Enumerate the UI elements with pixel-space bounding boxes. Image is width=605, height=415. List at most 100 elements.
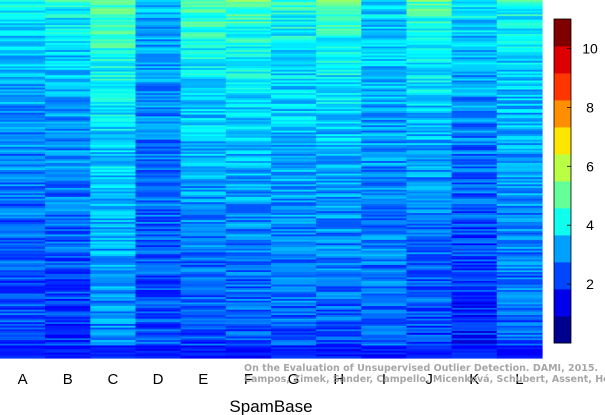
heatmap-cell: [180, 331, 227, 334]
heatmap-cell: [271, 48, 317, 51]
heatmap-cell: [0, 103, 46, 107]
x-tick-label: E: [198, 371, 208, 388]
heatmap-cell: [361, 48, 408, 51]
heatmap-cell: [361, 41, 408, 44]
heatmap-cell: [316, 186, 362, 189]
heatmap-cell: [90, 247, 137, 250]
heatmap-cell: [225, 257, 272, 261]
heatmap-cell: [0, 252, 46, 255]
heatmap-cell: [225, 23, 272, 26]
heatmap-cell: [45, 211, 91, 214]
heatmap-cell: [406, 69, 453, 73]
heatmap-cell: [406, 78, 453, 82]
heatmap-cell: [451, 164, 498, 168]
heatmap-cell: [180, 252, 227, 255]
heatmap-cell: [406, 291, 453, 295]
heatmap-cell: [316, 334, 362, 338]
heatmap-cell: [271, 139, 317, 143]
heatmap-cell: [406, 187, 453, 191]
x-axis-label: SpamBase: [229, 397, 312, 415]
heatmap-cell: [180, 159, 227, 162]
heatmap-cell: [361, 62, 408, 66]
heatmap-cell: [496, 23, 543, 26]
colorbar-level: [554, 289, 571, 317]
heatmap-cell: [225, 114, 272, 117]
heatmap-cell: [0, 35, 46, 39]
heatmap-cell: [225, 221, 272, 225]
heatmap-cell: [45, 7, 91, 10]
heatmap-cell: [90, 307, 137, 311]
colorbar-level: [554, 127, 571, 155]
heatmap-cell: [271, 130, 317, 134]
heatmap-cell: [135, 69, 182, 73]
heatmap-cell: [0, 175, 46, 178]
heatmap-cell: [0, 245, 46, 248]
heatmap-cell: [180, 127, 227, 130]
heatmap-cell: [225, 98, 272, 101]
heatmap-cell: [45, 347, 91, 350]
heatmap-cell: [45, 295, 91, 298]
heatmap-cell: [225, 295, 272, 298]
heatmap-cell: [451, 119, 498, 123]
heatmap-cell: [135, 161, 182, 164]
heatmap-cell: [361, 316, 408, 320]
heatmap-cell: [45, 254, 91, 257]
heatmap-cell: [0, 238, 46, 241]
heatmap-cell: [316, 279, 362, 282]
heatmap-cell: [225, 75, 272, 78]
heatmap-cell: [361, 171, 408, 175]
heatmap-cell: [225, 137, 272, 141]
heatmap-cell: [45, 51, 91, 55]
heatmap-cell: [0, 141, 46, 144]
heatmap-cell: [496, 166, 543, 169]
heatmap-cell: [225, 247, 272, 250]
heatmap-cell: [451, 51, 498, 55]
heatmap-cell: [90, 313, 137, 316]
heatmap-cell: [496, 98, 543, 101]
heatmap-cell: [0, 182, 46, 185]
heatmap-cell: [451, 42, 498, 46]
heatmap-cell: [496, 41, 543, 44]
heatmap-cell: [361, 132, 408, 135]
heatmap-cell: [45, 177, 91, 180]
heatmap-cell: [316, 273, 362, 277]
heatmap-cell: [90, 261, 137, 264]
heatmap-cell: [180, 202, 227, 205]
heatmap-cell: [361, 281, 408, 284]
heatmap-cell: [451, 343, 498, 347]
heatmap-cell: [496, 247, 543, 250]
heatmap-cell: [180, 225, 227, 228]
heatmap-cell: [90, 241, 137, 245]
heatmap-cell: [316, 345, 362, 348]
heatmap-cell: [225, 17, 272, 21]
heatmap-cell: [316, 297, 362, 300]
heatmap-cell: [316, 189, 362, 193]
heatmap-cell: [45, 75, 91, 78]
heatmap-cell: [180, 347, 227, 350]
heatmap-cell: [180, 62, 227, 66]
heatmap-cell: [90, 30, 137, 33]
heatmap-cell: [496, 180, 543, 184]
heatmap-cell: [45, 198, 91, 202]
heatmap-cell: [406, 191, 453, 194]
heatmap-cell: [451, 161, 498, 164]
heatmap-cell: [451, 85, 498, 89]
heatmap-cell: [496, 159, 543, 162]
heatmap-cell: [0, 82, 46, 85]
heatmap-cell: [451, 150, 498, 153]
heatmap-cell: [225, 332, 272, 336]
heatmap-cell: [406, 302, 453, 305]
heatmap-cell: [271, 144, 317, 148]
heatmap-cell: [0, 75, 46, 78]
heatmap-cell: [0, 162, 46, 166]
heatmap-cell: [361, 250, 408, 253]
heatmap-cell: [225, 322, 272, 325]
heatmap-cell: [90, 179, 137, 182]
heatmap-cell: [406, 200, 453, 203]
heatmap-cell: [180, 338, 227, 341]
heatmap-cell: [316, 332, 362, 336]
heatmap-cell: [451, 347, 498, 350]
heatmap-cell: [271, 179, 317, 182]
heatmap-cell: [45, 336, 91, 339]
heatmap-cell: [45, 57, 91, 60]
